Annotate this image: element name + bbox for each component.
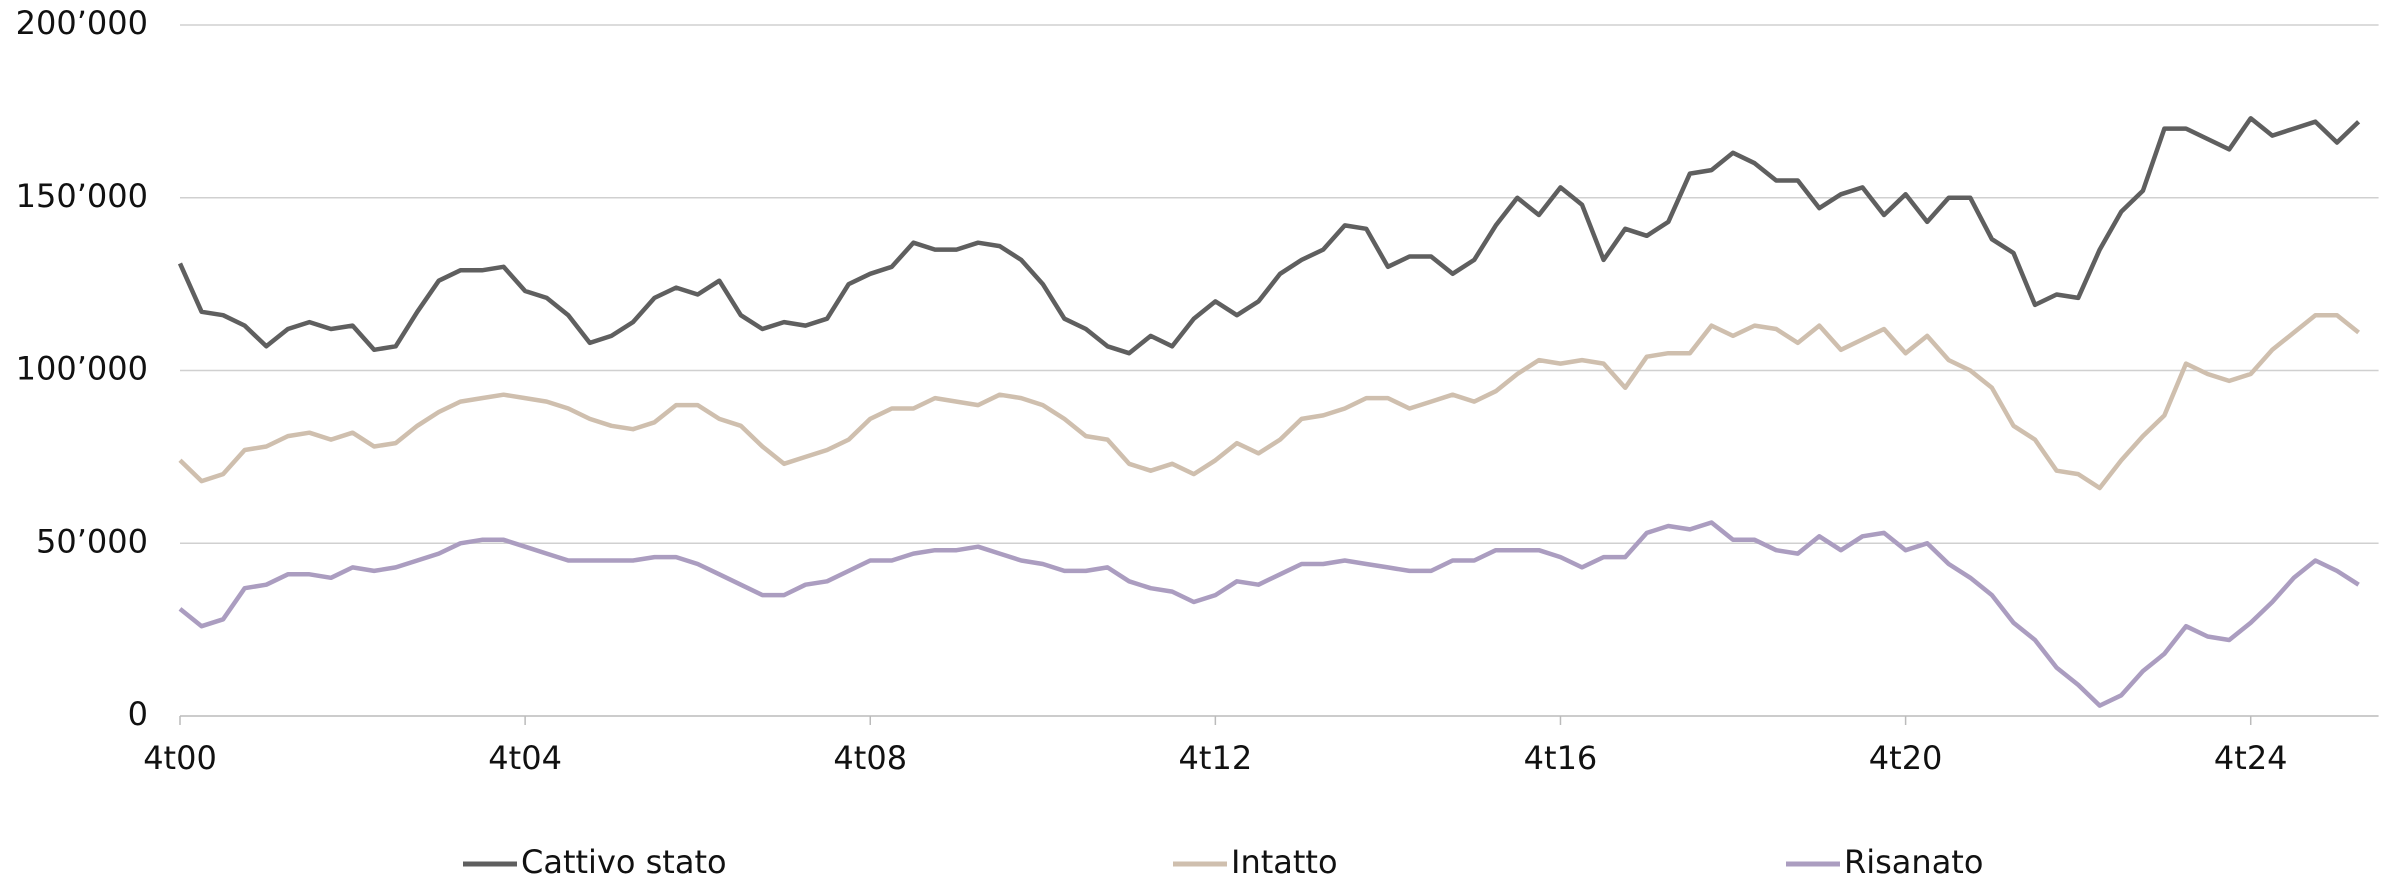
line-series: [178, 312, 2361, 491]
legend-label: Intatto: [1231, 843, 1338, 876]
x-tick-label: 4t00: [143, 739, 217, 777]
x-tick-label: 4t12: [1179, 739, 1253, 777]
y-tick-label: 150’000: [16, 177, 148, 215]
x-tick-label: 4t16: [1524, 739, 1598, 777]
x-tick-label: 4t24: [2214, 739, 2288, 777]
y-tick-label: 50’000: [36, 522, 148, 560]
legend-label: Risanato: [1844, 843, 1983, 876]
y-tick-label: 0: [128, 695, 148, 733]
y-tick-label: 200’000: [16, 4, 148, 42]
x-tick-label: 4t08: [833, 739, 907, 777]
x-tick-label: 4t20: [1869, 739, 1943, 777]
x-tick-label: 4t04: [488, 739, 562, 777]
line-series: [177, 116, 2361, 356]
legend-label: Cattivo stato: [521, 843, 727, 876]
y-tick-label: 100’000: [16, 350, 148, 388]
line-series: [178, 520, 2360, 708]
